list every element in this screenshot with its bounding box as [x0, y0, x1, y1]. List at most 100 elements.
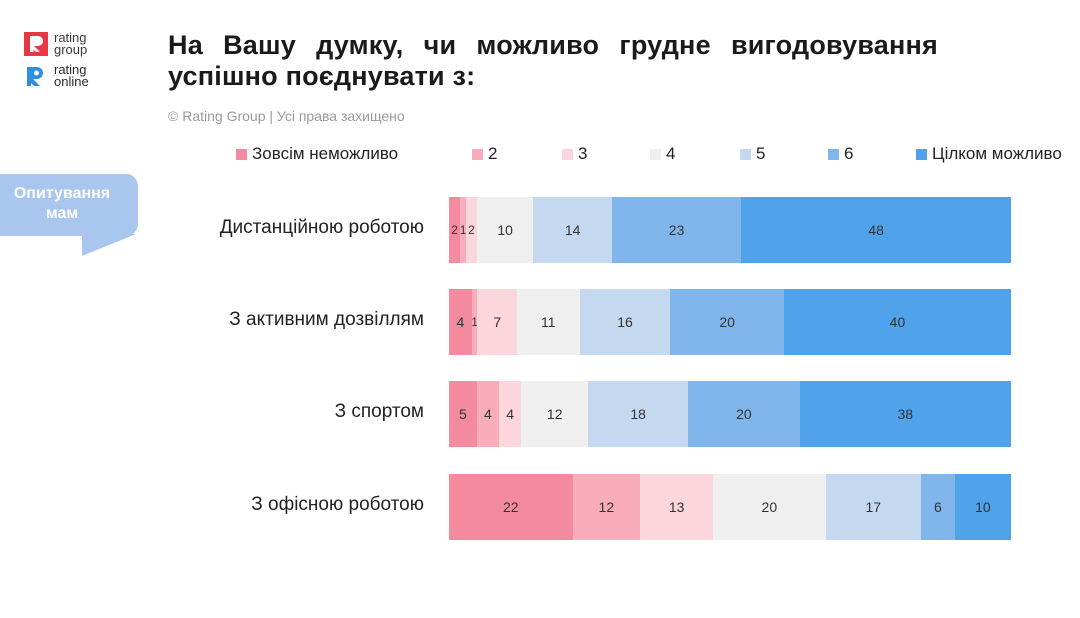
legend-item: 4 [650, 144, 675, 164]
data-label: 38 [897, 406, 914, 422]
bar-segment: 12 [572, 474, 641, 540]
bar-row: 22 12 13 20 17 6 10 [449, 474, 1011, 540]
legend-label: 4 [666, 144, 676, 163]
rating-online-logo-icon [27, 67, 43, 86]
rating-online-logo: rating online [24, 62, 114, 90]
data-label: 20 [719, 314, 735, 330]
data-label: 4 [506, 406, 515, 422]
category-label: З офісною роботою [251, 494, 424, 515]
legend-swatch [916, 148, 927, 160]
rating-group-logo: rating group [24, 30, 114, 58]
legend-label: 6 [844, 144, 854, 163]
bar-row: 2 1 2 10 14 23 48 [449, 197, 1011, 263]
logo-brand1-line2: group [54, 42, 88, 57]
data-label: 17 [865, 499, 882, 515]
bar-segment: 20 [670, 289, 784, 355]
legend-swatch [650, 148, 661, 160]
logo: rating group rating online [24, 30, 114, 94]
data-label: 20 [736, 406, 752, 422]
bar-segment: 2 [465, 197, 478, 263]
chart-legend: Зовсім неможливо 2 3 4 5 6 Цілком можливо [236, 144, 1076, 166]
data-label: 11 [541, 314, 556, 330]
data-label: 12 [598, 499, 615, 515]
legend-label: 5 [756, 144, 766, 163]
survey-badge-line2: мам [45, 205, 79, 222]
bar-row: 4 1 7 11 16 20 40 [449, 289, 1011, 355]
data-label: 18 [630, 406, 646, 422]
data-label: 12 [546, 406, 563, 422]
category-label: З спортом [334, 401, 424, 422]
legend-label: Зовсім неможливо [252, 144, 399, 163]
bar-segment: 1 [460, 197, 466, 263]
legend-label: 3 [578, 144, 588, 163]
bar-segment: 4 [449, 289, 472, 355]
data-label: 20 [761, 499, 778, 515]
survey-badge-box [0, 174, 138, 236]
bar-segment: 10 [954, 474, 1011, 540]
bar-segment: 12 [521, 381, 589, 447]
speech-bubble-tail-icon [82, 234, 136, 256]
legend-swatch [472, 148, 483, 160]
bar-segment: 7 [477, 289, 518, 355]
bar-segment: 4 [476, 381, 500, 447]
data-label: 6 [934, 499, 942, 515]
bar-segment: 20 [713, 474, 826, 540]
data-label: 13 [668, 499, 685, 515]
rating-group-logo-icon [24, 32, 48, 56]
survey-badge: Опитування мам [0, 174, 138, 258]
copyright-note: © Rating Group | Усі права захищено [168, 108, 405, 124]
data-label: 23 [668, 222, 685, 238]
bar-segment: 10 [477, 197, 534, 263]
data-label: 2 [451, 223, 458, 237]
data-label: 16 [617, 314, 633, 330]
legend-swatch [236, 148, 247, 160]
data-label: 2 [468, 223, 475, 237]
bar-segment: 6 [921, 474, 955, 540]
bar-row: 5 4 4 12 18 20 38 [449, 381, 1011, 447]
legend-swatch [740, 148, 751, 160]
category-label: Дистанційною роботою [219, 217, 424, 238]
category-label: З активним дозвіллям [229, 309, 424, 330]
legend-item: 3 [562, 144, 587, 164]
data-label: 7 [493, 314, 502, 330]
legend-item: 6 [828, 144, 853, 164]
bar-segment: 23 [611, 197, 742, 263]
bar-segment: 5 [449, 381, 477, 447]
bar-segment: 17 [825, 474, 922, 540]
chart-title: На Вашу думку, чи можливо грудне вигодов… [168, 30, 938, 91]
data-label: 10 [497, 222, 513, 238]
legend-label: Цілком можливо [932, 144, 1062, 163]
data-label: 48 [868, 222, 884, 238]
data-label: 14 [564, 222, 581, 238]
logo-brand2-line1: rating [54, 62, 87, 77]
data-label: 40 [889, 314, 906, 330]
data-label: 4 [456, 314, 465, 330]
legend-item: Цілком можливо [916, 144, 1062, 164]
legend-item: 5 [740, 144, 765, 164]
bar-segment: 48 [741, 197, 1011, 263]
legend-item: 2 [472, 144, 497, 164]
legend-swatch [828, 148, 839, 160]
data-label: 10 [975, 499, 991, 515]
bar-segment: 13 [640, 474, 714, 540]
logo-brand1-line1: rating [54, 30, 87, 45]
data-label: 5 [459, 406, 467, 422]
bar-segment: 16 [579, 289, 671, 355]
bar-segment: 2 [449, 197, 461, 263]
data-label: 1 [459, 223, 467, 237]
bar-segment: 38 [799, 381, 1011, 447]
data-label: 4 [484, 406, 492, 422]
bar-segment: 1 [471, 289, 478, 355]
bar-segment: 40 [783, 289, 1011, 355]
bar-segment: 11 [517, 289, 580, 355]
bar-segment: 14 [533, 197, 612, 263]
bar-segment: 20 [688, 381, 800, 447]
survey-badge-line1: Опитування [13, 185, 111, 202]
bar-segment: 22 [449, 474, 573, 540]
logo-brand2-line2: online [54, 74, 89, 89]
bar-segment: 4 [499, 381, 522, 447]
legend-swatch [562, 148, 573, 160]
legend-item: Зовсім неможливо [236, 144, 398, 164]
data-label: 1 [471, 315, 478, 329]
data-label: 22 [503, 499, 519, 515]
